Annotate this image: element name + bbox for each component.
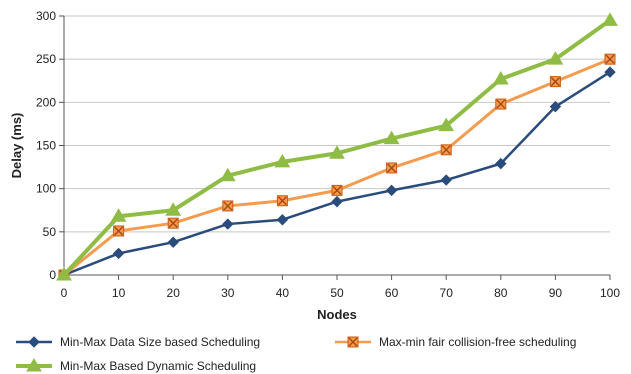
x-tick-labels: 0 10 20 30 40 50 60 70 80 90 100 (61, 275, 621, 300)
x-tick-label-20: 20 (167, 286, 181, 300)
x-tick-label-50: 50 (330, 286, 344, 300)
series-group (57, 13, 617, 280)
series-1-point-70 (441, 175, 451, 185)
x-tick-label-80: 80 (494, 286, 508, 300)
series-1-point-10 (114, 248, 124, 258)
x-tick-label-30: 30 (221, 286, 235, 300)
x-tick-label-0: 0 (61, 286, 68, 300)
series-2-point-80 (496, 99, 506, 109)
series-1 (59, 67, 615, 280)
x-tick-label-90: 90 (549, 286, 563, 300)
legend: Min-Max Data Size based Scheduling Max-mi… (16, 335, 576, 373)
series-3 (57, 13, 617, 280)
legend-label-3: Min-Max Based Dynamic Scheduling (60, 359, 256, 373)
series-2-point-70 (441, 145, 451, 155)
x-tick-label-60: 60 (385, 286, 399, 300)
y-tick-label-50: 50 (43, 225, 57, 239)
x-tick-label-10: 10 (112, 286, 126, 300)
legend-label-1: Min-Max Data Size based Scheduling (60, 335, 260, 349)
y-tick-label-300: 300 (36, 9, 56, 23)
series-2-point-90 (550, 77, 560, 87)
series-2 (59, 54, 615, 280)
series-1-point-50 (332, 197, 342, 207)
series-1-point-30 (223, 219, 233, 229)
series-2-point-60 (387, 163, 397, 173)
series-2-point-30 (223, 201, 233, 211)
legend-item-2: Max-min fair collision-free scheduling (335, 335, 576, 349)
x-tick-label-70: 70 (440, 286, 454, 300)
series-1-point-20 (168, 237, 178, 247)
legend-label-2: Max-min fair collision-free scheduling (379, 335, 576, 349)
y-tick-label-250: 250 (36, 52, 56, 66)
series-2-point-40 (277, 196, 287, 206)
series-1-point-40 (277, 215, 287, 225)
series-2-point-10 (114, 226, 124, 236)
legend-item-3: Min-Max Based Dynamic Scheduling (16, 359, 256, 373)
y-axis-title: Delay (ms) (9, 113, 24, 179)
y-tick-label-150: 150 (36, 139, 56, 153)
x-axis-title: Nodes (317, 307, 357, 322)
x-tick-label-40: 40 (276, 286, 290, 300)
legend-marker-1 (29, 337, 39, 347)
y-tick-labels: 0 50 100 150 200 250 300 (36, 9, 64, 282)
y-tick-label-100: 100 (36, 182, 56, 196)
series-2-point-100 (605, 54, 615, 64)
series-1-point-60 (387, 185, 397, 195)
y-tick-label-200: 200 (36, 95, 56, 109)
series-2-line (64, 59, 610, 275)
legend-marker-2 (348, 337, 358, 347)
y-tick-label-0: 0 (49, 268, 56, 282)
series-3-point-100 (603, 13, 617, 25)
x-tick-label-100: 100 (600, 286, 620, 300)
series-2-point-20 (168, 218, 178, 228)
legend-item-1: Min-Max Data Size based Scheduling (16, 335, 260, 349)
series-2-point-50 (332, 185, 342, 195)
